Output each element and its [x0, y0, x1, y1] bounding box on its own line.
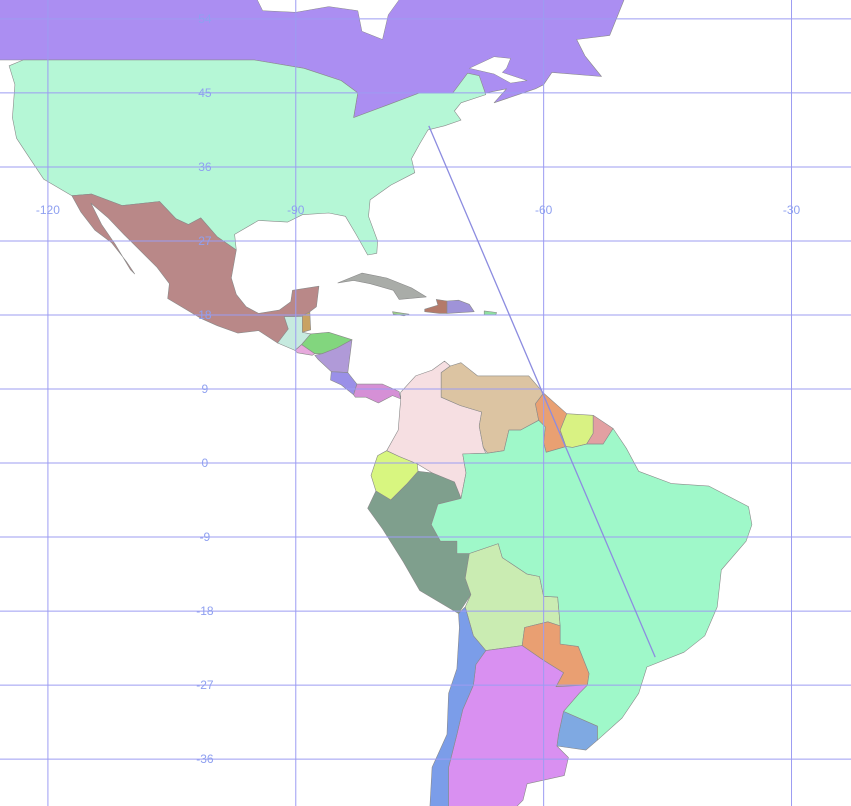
longitude-label: -120: [36, 203, 60, 217]
latitude-label: 9: [202, 382, 209, 396]
longitude-label: -30: [783, 203, 801, 217]
latitude-label: -27: [196, 678, 214, 692]
latitude-label: 0: [202, 456, 209, 470]
latitude-label: 54: [198, 12, 212, 26]
latitude-label: 45: [198, 86, 212, 100]
country-panama[interactable]: [353, 383, 402, 404]
water-body: [468, 56, 528, 84]
graticule-labels: -120 -90 -60 -30 54 45 36 27 18 9 0 -9 -18 -27 -36: [36, 12, 801, 766]
country-brazil[interactable]: [430, 419, 753, 741]
latitude-label: 27: [198, 234, 212, 248]
country-belize[interactable]: [302, 311, 312, 333]
latitude-label: -18: [196, 604, 214, 618]
country-cuba[interactable]: [337, 272, 427, 300]
route-line[interactable]: [428, 125, 656, 658]
latitude-label: -36: [196, 752, 214, 766]
water-body: [257, 0, 400, 40]
latitude-label: 36: [198, 160, 212, 174]
longitude-label: -90: [287, 203, 305, 217]
longitude-label: -60: [535, 203, 553, 217]
latitude-label: -9: [200, 530, 211, 544]
route-layer: [428, 125, 656, 658]
country-nicaragua[interactable]: [314, 339, 353, 373]
country-puerto-rico[interactable]: [483, 310, 497, 316]
country-el-salvador[interactable]: [294, 344, 316, 356]
latitude-label: 18: [198, 308, 212, 322]
country-haiti[interactable]: [424, 299, 448, 314]
country-dominican-republic[interactable]: [446, 299, 475, 314]
country-costa-rica[interactable]: [330, 371, 358, 396]
